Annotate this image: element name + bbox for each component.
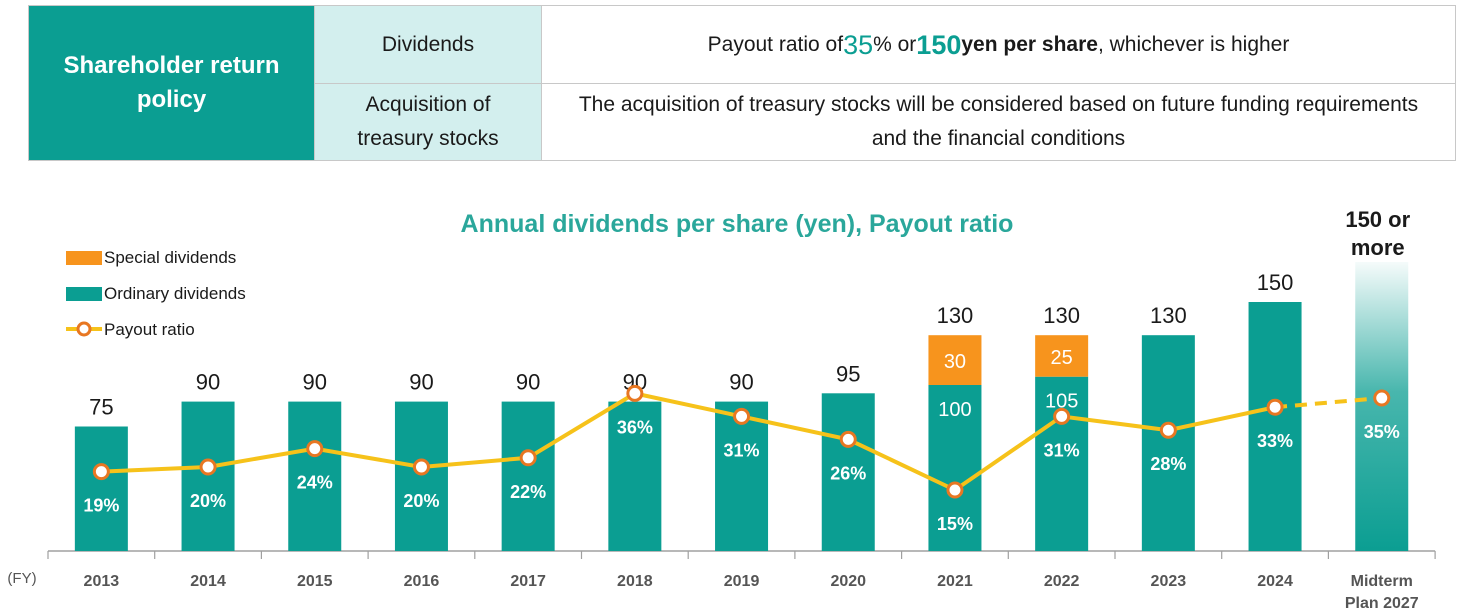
ordinary-value-label: 100 bbox=[938, 399, 971, 421]
payout-ratio-marker bbox=[306, 440, 324, 458]
desc-part-1: Payout ratio of bbox=[707, 32, 844, 56]
payout-ratio-label: 15% bbox=[937, 514, 973, 534]
payout-ratio-marker bbox=[1373, 389, 1391, 407]
treasury-category-label: Acquisition of treasury stocks bbox=[357, 93, 499, 150]
payout-ratio-marker bbox=[946, 481, 964, 499]
special-value-label: 25 bbox=[1051, 347, 1073, 369]
x-tick-label: 2014 bbox=[190, 573, 226, 590]
total-value-label: 130 bbox=[1043, 303, 1080, 328]
legend-swatch-ordinary bbox=[66, 287, 102, 301]
payout-ratio-marker bbox=[1159, 421, 1177, 439]
total-value-label: 75 bbox=[89, 395, 113, 420]
total-value-label: 95 bbox=[836, 361, 860, 386]
payout-ratio-marker bbox=[1053, 407, 1071, 425]
bar-ordinary-2019 bbox=[715, 401, 769, 551]
payout-ratio-label: 26% bbox=[830, 463, 866, 483]
bar-ordinary-2016 bbox=[394, 401, 448, 551]
dividends-description: Payout ratio of 35% or 150 yen per share… bbox=[541, 6, 1455, 84]
payout-ratio-marker bbox=[733, 407, 751, 425]
special-value-label: 30 bbox=[944, 351, 966, 373]
payout-ratio-label: 28% bbox=[1150, 454, 1186, 474]
total-value-label: 90 bbox=[409, 370, 433, 395]
total-value-label: 90 bbox=[303, 370, 327, 395]
desc-part-5: yen per share bbox=[961, 32, 1098, 56]
legend-label-payout: Payout ratio bbox=[104, 320, 195, 339]
treasury-description: The acquisition of treasury stocks will … bbox=[541, 84, 1455, 160]
chart-title: Annual dividends per share (yen), Payout… bbox=[460, 210, 1014, 238]
bar-special-2022 bbox=[1035, 335, 1089, 377]
yen-per-share-value: 150 bbox=[916, 29, 962, 60]
bar-ordinary-2017 bbox=[501, 401, 555, 551]
bar-ordinary-2023 bbox=[1141, 335, 1195, 551]
x-tick-label: 2018 bbox=[617, 573, 653, 590]
legend-label-ordinary: Ordinary dividends bbox=[104, 284, 246, 303]
x-tick-label: 2023 bbox=[1151, 573, 1187, 590]
payout-ratio-label: 20% bbox=[190, 491, 226, 511]
payout-ratio-marker bbox=[92, 463, 110, 481]
bar-ordinary-2018 bbox=[608, 401, 662, 551]
payout-ratio-marker bbox=[199, 458, 217, 476]
x-tick-label: 2024 bbox=[1257, 573, 1293, 590]
x-tick-label: Plan 2027 bbox=[1345, 595, 1419, 612]
legend-swatch-special bbox=[66, 251, 102, 265]
bar-ordinary-2014 bbox=[181, 401, 235, 551]
legend-label-special: Special dividends bbox=[104, 248, 236, 267]
x-tick-label: 2016 bbox=[404, 573, 440, 590]
x-tick-label: 2015 bbox=[297, 573, 333, 590]
bar-special-2021 bbox=[928, 335, 982, 385]
payout-ratio-marker bbox=[1266, 398, 1284, 416]
payout-ratio-marker bbox=[519, 449, 537, 467]
total-value-label: 90 bbox=[196, 370, 220, 395]
x-axis-title: (FY) bbox=[7, 570, 36, 587]
payout-ratio-label: 19% bbox=[83, 496, 119, 516]
total-label-line1: 150 or bbox=[1345, 207, 1410, 232]
payout-ratio-marker bbox=[412, 458, 430, 476]
bar-ordinary-2013 bbox=[74, 426, 128, 551]
total-value-label: 130 bbox=[937, 303, 974, 328]
bar-ordinary-2024 bbox=[1248, 302, 1302, 551]
payout-ratio-projection-line bbox=[1274, 396, 1382, 410]
bar-ordinary-2020 bbox=[821, 393, 875, 551]
payout-ratio-line bbox=[101, 391, 1276, 493]
total-label-line2: more bbox=[1351, 235, 1405, 260]
x-tick-label: 2022 bbox=[1044, 573, 1080, 590]
ordinary-value-label: 105 bbox=[1045, 391, 1078, 413]
payout-ratio-value: 35 bbox=[843, 29, 874, 60]
dividends-category: Dividends bbox=[314, 6, 541, 84]
payout-ratio-label: 31% bbox=[724, 440, 760, 460]
bar-ordinary-2022 bbox=[1035, 376, 1089, 551]
payout-ratio-label: 31% bbox=[1044, 440, 1080, 460]
payout-ratio-label: 35% bbox=[1364, 422, 1400, 442]
desc-part-6: , whichever is higher bbox=[1097, 32, 1290, 56]
payout-ratio-label: 36% bbox=[617, 417, 653, 437]
x-tick-label: 2013 bbox=[84, 573, 120, 590]
x-tick-label: 2021 bbox=[937, 573, 973, 590]
treasury-description-text: The acquisition of treasury stocks will … bbox=[578, 93, 1419, 150]
total-value-label: 90 bbox=[729, 370, 753, 395]
x-tick-label: 2019 bbox=[724, 573, 760, 590]
payout-ratio-label: 20% bbox=[403, 491, 439, 511]
policy-title: Shareholder return policy bbox=[29, 6, 314, 160]
bar-ordinary-2021 bbox=[928, 385, 982, 551]
total-value-label: 90 bbox=[516, 370, 540, 395]
shareholder-return-policy-table: Shareholder return policy Dividends Payo… bbox=[28, 5, 1456, 161]
desc-part-3: % or bbox=[873, 32, 917, 56]
legend-marker-payout bbox=[76, 321, 92, 337]
payout-ratio-label: 33% bbox=[1257, 431, 1293, 451]
payout-ratio-marker bbox=[839, 430, 857, 448]
total-value-label: 150 bbox=[1257, 270, 1294, 295]
x-tick-label: Midterm bbox=[1351, 573, 1413, 590]
total-value-label: 130 bbox=[1150, 303, 1187, 328]
payout-ratio-label: 22% bbox=[510, 482, 546, 502]
x-tick-label: 2017 bbox=[510, 573, 546, 590]
treasury-category: Acquisition of treasury stocks bbox=[314, 84, 541, 160]
bar-ordinary-2015 bbox=[288, 401, 342, 551]
x-tick-label: 2020 bbox=[830, 573, 866, 590]
payout-ratio-marker bbox=[626, 384, 644, 402]
payout-ratio-label: 24% bbox=[297, 473, 333, 493]
